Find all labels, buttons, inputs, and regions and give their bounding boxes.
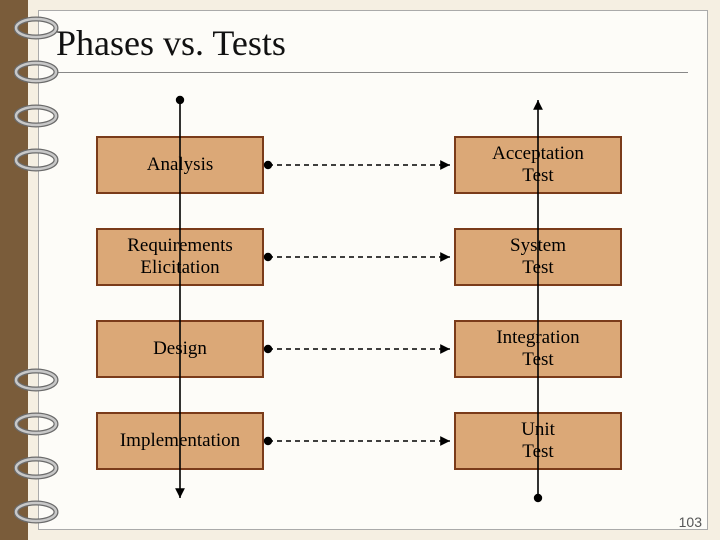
slide-title: Phases vs. Tests bbox=[56, 22, 286, 64]
test-box-3: UnitTest bbox=[454, 412, 622, 470]
ring-icon bbox=[14, 456, 62, 480]
test-box-0: AcceptationTest bbox=[454, 136, 622, 194]
title-underline bbox=[56, 72, 688, 73]
test-box-1: SystemTest bbox=[454, 228, 622, 286]
ring-icon bbox=[14, 60, 62, 84]
phase-box-3: Implementation bbox=[96, 412, 264, 470]
ring-icon bbox=[14, 500, 62, 524]
ring-icon bbox=[14, 368, 62, 392]
ring-icon bbox=[14, 16, 62, 40]
ring-icon bbox=[14, 104, 62, 128]
ring-icon bbox=[14, 148, 62, 172]
phase-box-1: RequirementsElicitation bbox=[96, 228, 264, 286]
phase-box-0: Analysis bbox=[96, 136, 264, 194]
ring-icon bbox=[14, 412, 62, 436]
phase-box-2: Design bbox=[96, 320, 264, 378]
slide-number: 103 bbox=[679, 514, 702, 530]
test-box-2: IntegrationTest bbox=[454, 320, 622, 378]
